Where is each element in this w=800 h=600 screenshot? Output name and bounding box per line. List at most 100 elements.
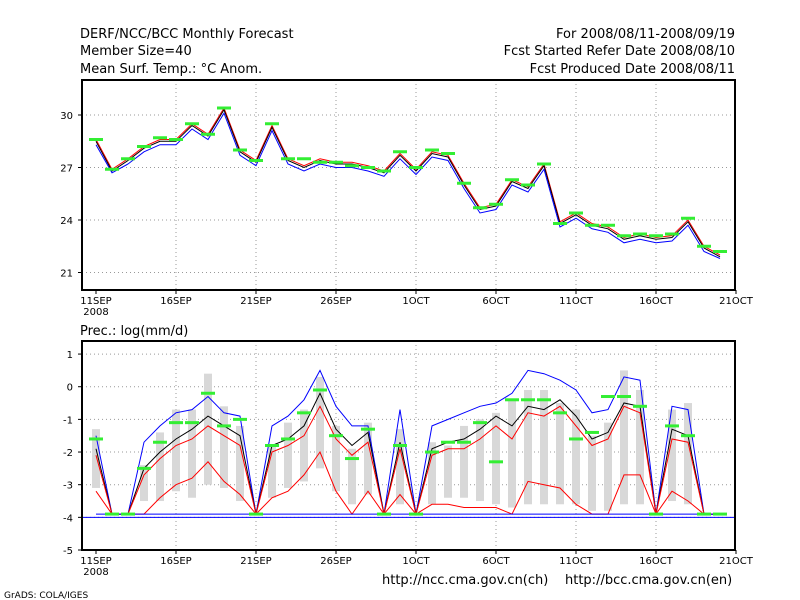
x-tick-label: 16SEP <box>160 556 191 567</box>
green-marker <box>457 440 471 444</box>
green-marker <box>137 466 151 470</box>
green-marker <box>457 181 471 185</box>
green-marker <box>681 434 695 438</box>
variable-label: Mean Surf. Temp.: °C Anom. <box>80 62 262 77</box>
member-size: Member Size=40 <box>80 44 192 59</box>
temperature-grid <box>82 80 735 290</box>
green-marker <box>697 512 711 516</box>
spread-bar <box>540 389 548 505</box>
grads-credit: GrADS: COLA/IGES <box>4 591 88 600</box>
spread-bar <box>428 442 436 505</box>
green-marker <box>217 106 231 110</box>
green-marker <box>601 395 615 399</box>
green-marker <box>537 398 551 402</box>
x-tick-label: 21SEP <box>240 296 271 307</box>
temperature-markers <box>89 106 727 253</box>
green-marker <box>617 234 631 238</box>
temperature-panel: 21 24 27 30 11SEP 16SEP 21SEP 26SEP 1OCT 6OCT 11O… <box>60 79 754 318</box>
green-marker <box>537 162 551 166</box>
green-marker <box>473 206 487 210</box>
green-marker <box>633 232 647 236</box>
series-lower_red-line <box>95 450 720 516</box>
green-marker <box>441 152 455 155</box>
x-tick-label: 11SEP <box>80 556 111 567</box>
y-tick-label: -4 <box>63 513 73 524</box>
precip-title: Prec.: log(mm/d) <box>80 324 188 339</box>
green-marker <box>169 138 183 141</box>
green-marker <box>441 440 455 444</box>
x-tick-label: 21SEP <box>240 556 271 567</box>
spread-bar <box>172 409 180 492</box>
y-tick-label: -1 <box>63 415 73 426</box>
temperature-y-axis: 21 24 27 30 <box>60 111 82 280</box>
x-tick-label: 6OCT <box>482 556 510 567</box>
spread-bar <box>204 373 212 485</box>
series-lower-line <box>95 112 721 259</box>
y-tick-label: 27 <box>60 164 73 175</box>
green-marker <box>569 211 583 215</box>
x-tick-label: 11OCT <box>559 556 594 567</box>
url-en[interactable]: http://bcc.cma.gov.cn(en) <box>565 573 732 588</box>
spread-bar <box>476 419 484 502</box>
spread-bar <box>620 370 628 505</box>
green-marker <box>185 421 199 425</box>
green-marker <box>713 512 727 516</box>
green-marker <box>233 417 247 421</box>
green-marker <box>553 222 567 225</box>
spread-bar <box>684 403 692 505</box>
x-tick-label: 11OCT <box>559 296 594 307</box>
chart-title: DERF/NCC/BCC Monthly Forecast <box>80 27 294 42</box>
url-ch[interactable]: http://ncc.cma.gov.cn(ch) <box>382 573 548 588</box>
green-marker <box>409 166 423 169</box>
green-marker <box>665 424 679 428</box>
temperature-x-axis: 11SEP 16SEP 21SEP 26SEP 1OCT 6OCT 11OCT 16OCT 21… <box>80 290 754 318</box>
spread-bar <box>156 432 164 502</box>
green-marker <box>105 167 119 171</box>
green-marker <box>281 157 295 161</box>
spread-bar <box>572 409 580 505</box>
y-tick-label: 21 <box>60 269 73 280</box>
green-marker <box>265 122 279 126</box>
green-marker <box>425 450 439 454</box>
green-marker <box>521 398 535 402</box>
spread-bar <box>588 435 596 511</box>
green-marker <box>393 150 407 154</box>
y-tick-label: -2 <box>63 448 73 459</box>
green-marker <box>521 183 535 187</box>
spread-bar <box>332 425 340 492</box>
green-marker <box>489 202 503 206</box>
spread-bar <box>396 429 404 505</box>
x-tick-label: 1OCT <box>402 296 430 307</box>
green-marker <box>425 148 439 152</box>
spread-bar <box>348 448 356 505</box>
green-marker <box>377 512 391 516</box>
green-marker <box>313 160 327 164</box>
precipitation-x-axis: 11SEP 16SEP 21SEP 26SEP 1OCT 6OCT 11OCT 16OCT 21… <box>80 550 754 578</box>
green-marker <box>265 444 279 447</box>
y-tick-label: 0 <box>67 383 73 394</box>
y-tick-label: 30 <box>60 111 73 122</box>
green-marker <box>121 512 135 516</box>
green-marker <box>313 388 327 392</box>
green-marker <box>329 434 343 438</box>
green-marker <box>281 437 295 441</box>
spread-bar <box>236 425 244 502</box>
precipitation-frame <box>81 340 736 551</box>
y-tick-label: -3 <box>63 481 73 492</box>
green-marker <box>649 512 663 516</box>
green-marker <box>233 148 247 152</box>
spread-bar <box>460 425 468 498</box>
green-marker <box>569 437 583 441</box>
y-tick-label: -5 <box>63 546 73 557</box>
precipitation-spread-bars <box>92 370 692 511</box>
spread-bar <box>284 422 292 488</box>
x-year-label: 2008 <box>83 307 108 318</box>
green-marker <box>249 512 263 516</box>
spread-bar <box>140 465 148 502</box>
green-marker <box>377 169 391 173</box>
series-upper-line <box>95 106 721 256</box>
x-tick-label: 26SEP <box>320 296 351 307</box>
spread-bar <box>316 376 324 469</box>
series-max-line <box>95 369 720 515</box>
